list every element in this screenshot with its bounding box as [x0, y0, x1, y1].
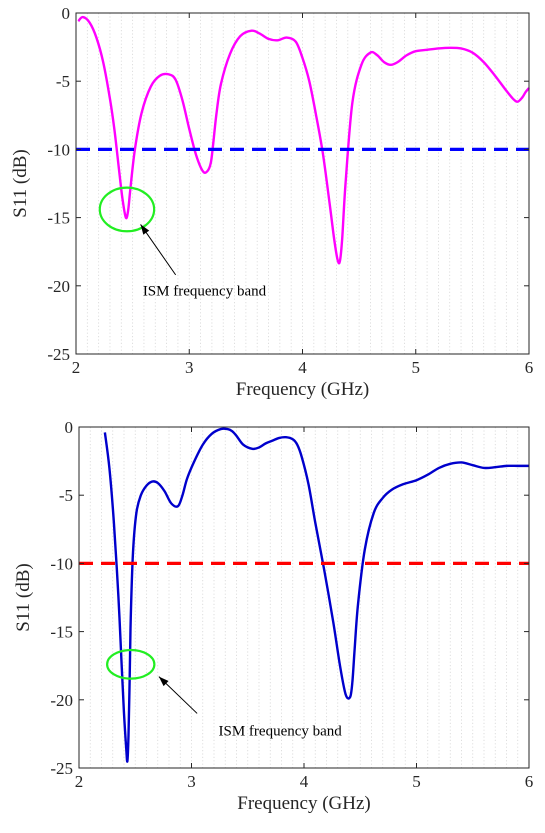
chart-0-s11-curve [77, 15, 530, 265]
chart-1-y-tick-label: -20 [50, 691, 73, 710]
chart-1-y-tick-label: -5 [59, 486, 73, 505]
chart-1-y-tick-label: -25 [50, 759, 73, 778]
chart-0-y-tick-label: -10 [47, 140, 70, 159]
chart-0-annotation-text: ISM frequency band [143, 283, 267, 299]
chart-0-y-tick-label: -15 [47, 209, 70, 228]
chart-1-y-tick-label: -15 [50, 623, 73, 642]
chart-0-y-tick-label: 0 [62, 4, 71, 23]
chart-1-x-tick-label: 4 [300, 772, 309, 791]
chart-1-x-tick-label: 3 [187, 772, 196, 791]
chart-0-ism-circle [98, 186, 156, 233]
chart-0-x-tick-label: 2 [72, 358, 81, 377]
chart-0-x-axis-label: Frequency (GHz) [236, 379, 369, 400]
chart-bottom: ISM frequency band 2 3 4 5 6 0 -5 -10 -15 -20 -25 Fr… [13, 418, 533, 814]
chart-1-ism-circle [106, 648, 156, 680]
chart-1-annotation-text: ISM frequency band [219, 723, 343, 739]
chart-0-y-tick-label: -5 [56, 72, 70, 91]
chart-0-y-tick-label: -25 [47, 345, 70, 364]
chart-1-x-axis-label: Frequency (GHz) [237, 793, 370, 814]
chart-0-y-axis-label: S11 (dB) [10, 149, 31, 217]
chart-0-x-tick-label: 3 [185, 358, 194, 377]
chart-1-y-tick-label: 0 [65, 418, 74, 437]
chart-0-arrow-shaft [140, 224, 177, 276]
chart-0-y-tick-label: -20 [47, 277, 70, 296]
chart-1-y-tick-label: -10 [50, 554, 73, 573]
chart-0-arrow-head [140, 224, 150, 235]
chart-top: ISM frequency band 2 3 4 5 6 0 -5 -10 -15 -20 -25 Fr… [10, 4, 533, 400]
chart-1-s11-curve [103, 427, 529, 763]
chart-1-x-tick-label: 2 [75, 772, 84, 791]
chart-1-x-tick-label: 5 [412, 772, 421, 791]
chart-1-x-tick-label: 6 [525, 772, 534, 791]
chart-0-x-tick-label: 4 [298, 358, 307, 377]
chart-0-x-tick-label: 5 [412, 358, 421, 377]
chart-1-arrow-head [158, 676, 169, 687]
chart-1-y-axis-label: S11 (dB) [13, 563, 34, 631]
chart-0-x-tick-label: 6 [525, 358, 534, 377]
